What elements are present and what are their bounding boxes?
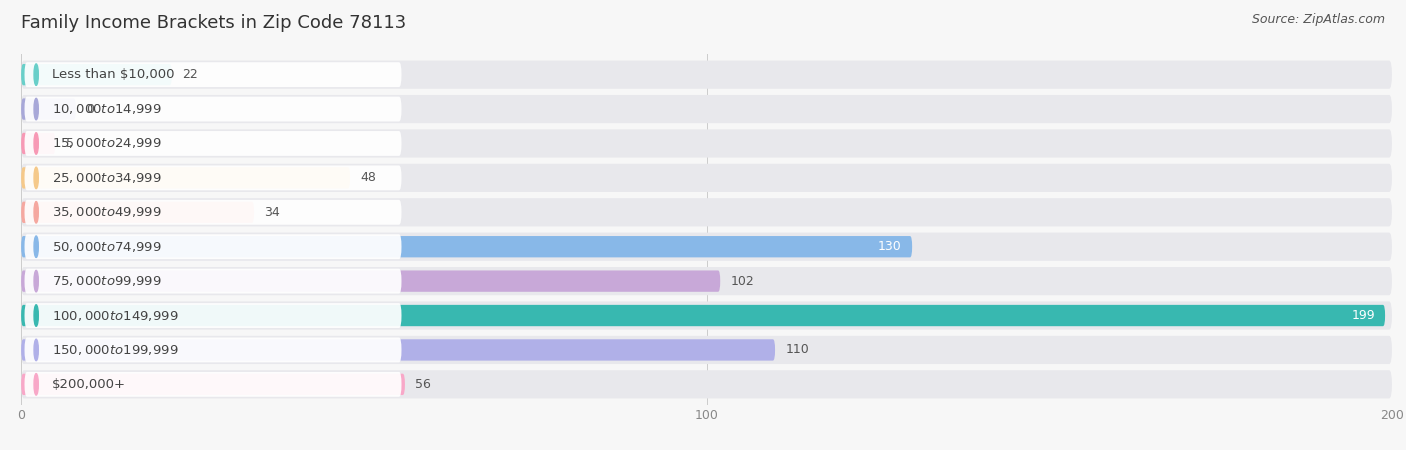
FancyBboxPatch shape <box>21 336 1392 364</box>
FancyBboxPatch shape <box>24 269 402 293</box>
FancyBboxPatch shape <box>21 133 55 154</box>
Circle shape <box>34 99 38 120</box>
FancyBboxPatch shape <box>21 305 1385 326</box>
FancyBboxPatch shape <box>24 234 402 259</box>
Text: $35,000 to $49,999: $35,000 to $49,999 <box>52 205 162 219</box>
Text: 5: 5 <box>66 137 73 150</box>
Text: 0: 0 <box>86 103 94 116</box>
FancyBboxPatch shape <box>21 129 1392 157</box>
FancyBboxPatch shape <box>24 166 402 190</box>
Text: $100,000 to $149,999: $100,000 to $149,999 <box>52 309 179 323</box>
FancyBboxPatch shape <box>21 236 912 257</box>
Circle shape <box>34 305 38 326</box>
FancyBboxPatch shape <box>24 372 402 397</box>
FancyBboxPatch shape <box>24 338 402 362</box>
FancyBboxPatch shape <box>21 233 1392 261</box>
FancyBboxPatch shape <box>24 62 402 87</box>
Text: 102: 102 <box>731 274 754 288</box>
Circle shape <box>34 270 38 292</box>
FancyBboxPatch shape <box>21 198 1392 226</box>
FancyBboxPatch shape <box>21 167 350 189</box>
Text: $200,000+: $200,000+ <box>52 378 127 391</box>
Text: $75,000 to $99,999: $75,000 to $99,999 <box>52 274 162 288</box>
FancyBboxPatch shape <box>21 270 720 292</box>
Circle shape <box>34 133 38 154</box>
FancyBboxPatch shape <box>21 61 1392 89</box>
FancyBboxPatch shape <box>21 302 1392 330</box>
Text: 48: 48 <box>360 171 377 184</box>
FancyBboxPatch shape <box>21 370 1392 398</box>
Text: Source: ZipAtlas.com: Source: ZipAtlas.com <box>1251 14 1385 27</box>
FancyBboxPatch shape <box>21 202 254 223</box>
FancyBboxPatch shape <box>21 164 1392 192</box>
Text: $15,000 to $24,999: $15,000 to $24,999 <box>52 136 162 150</box>
Circle shape <box>34 202 38 223</box>
Text: 56: 56 <box>415 378 432 391</box>
Text: $25,000 to $34,999: $25,000 to $34,999 <box>52 171 162 185</box>
FancyBboxPatch shape <box>21 374 405 395</box>
Text: 110: 110 <box>786 343 808 356</box>
Circle shape <box>34 167 38 189</box>
FancyBboxPatch shape <box>24 131 402 156</box>
Text: $50,000 to $74,999: $50,000 to $74,999 <box>52 240 162 254</box>
FancyBboxPatch shape <box>24 200 402 225</box>
Circle shape <box>34 236 38 257</box>
Text: Family Income Brackets in Zip Code 78113: Family Income Brackets in Zip Code 78113 <box>21 14 406 32</box>
Circle shape <box>34 374 38 395</box>
FancyBboxPatch shape <box>21 339 775 360</box>
FancyBboxPatch shape <box>21 267 1392 295</box>
FancyBboxPatch shape <box>21 99 76 120</box>
FancyBboxPatch shape <box>21 64 172 86</box>
Text: $150,000 to $199,999: $150,000 to $199,999 <box>52 343 179 357</box>
Text: 22: 22 <box>183 68 198 81</box>
Text: Less than $10,000: Less than $10,000 <box>52 68 174 81</box>
Text: 130: 130 <box>879 240 901 253</box>
FancyBboxPatch shape <box>24 303 402 328</box>
Text: $10,000 to $14,999: $10,000 to $14,999 <box>52 102 162 116</box>
FancyBboxPatch shape <box>21 95 1392 123</box>
Text: 199: 199 <box>1351 309 1375 322</box>
FancyBboxPatch shape <box>24 97 402 122</box>
Text: 34: 34 <box>264 206 280 219</box>
Circle shape <box>34 339 38 360</box>
Circle shape <box>34 64 38 86</box>
